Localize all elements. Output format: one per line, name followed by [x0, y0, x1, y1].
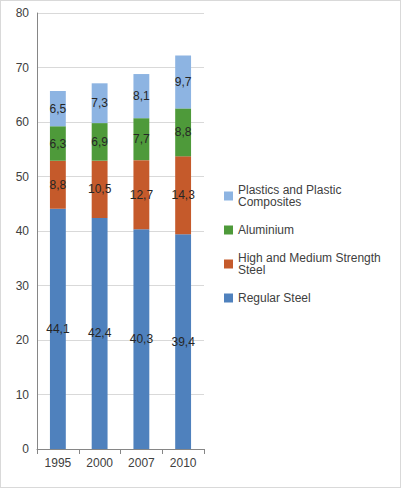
svg-text:Composites: Composites [238, 195, 301, 209]
svg-text:40,3: 40,3 [130, 332, 154, 346]
svg-text:60: 60 [16, 115, 30, 129]
svg-text:6,9: 6,9 [91, 135, 108, 149]
svg-text:Steel: Steel [238, 263, 265, 277]
svg-text:2010: 2010 [170, 456, 197, 470]
svg-text:9,7: 9,7 [175, 75, 192, 89]
svg-text:7,7: 7,7 [133, 132, 150, 146]
svg-text:39,4: 39,4 [171, 335, 195, 349]
svg-text:44,1: 44,1 [46, 322, 70, 336]
svg-text:42,4: 42,4 [88, 326, 112, 340]
svg-text:10,5: 10,5 [88, 182, 112, 196]
svg-text:High and Medium Strength: High and Medium Strength [238, 251, 385, 265]
svg-text:70: 70 [16, 61, 30, 75]
svg-text:0: 0 [22, 442, 29, 456]
svg-text:12,7: 12,7 [130, 188, 154, 202]
svg-text:1995: 1995 [45, 456, 72, 470]
svg-text:10: 10 [16, 388, 30, 402]
svg-text:8,1: 8,1 [133, 89, 150, 103]
svg-text:80: 80 [16, 6, 30, 20]
svg-text:8,8: 8,8 [175, 125, 192, 139]
svg-text:20: 20 [16, 333, 30, 347]
svg-text:14,3: 14,3 [171, 188, 195, 202]
svg-text:6,3: 6,3 [50, 137, 67, 151]
svg-text:Plastics and Plastic: Plastics and Plastic [238, 183, 345, 197]
svg-text:Regular Steel: Regular Steel [238, 291, 311, 305]
svg-text:50: 50 [16, 170, 30, 184]
svg-text:Aluminium: Aluminium [238, 223, 294, 237]
svg-text:7,3: 7,3 [91, 96, 108, 110]
svg-text:8,8: 8,8 [50, 178, 67, 192]
svg-text:40: 40 [16, 224, 30, 238]
svg-text:30: 30 [16, 279, 30, 293]
svg-text:2000: 2000 [86, 456, 113, 470]
svg-text:6,5: 6,5 [50, 102, 67, 116]
svg-text:2007: 2007 [128, 456, 155, 470]
